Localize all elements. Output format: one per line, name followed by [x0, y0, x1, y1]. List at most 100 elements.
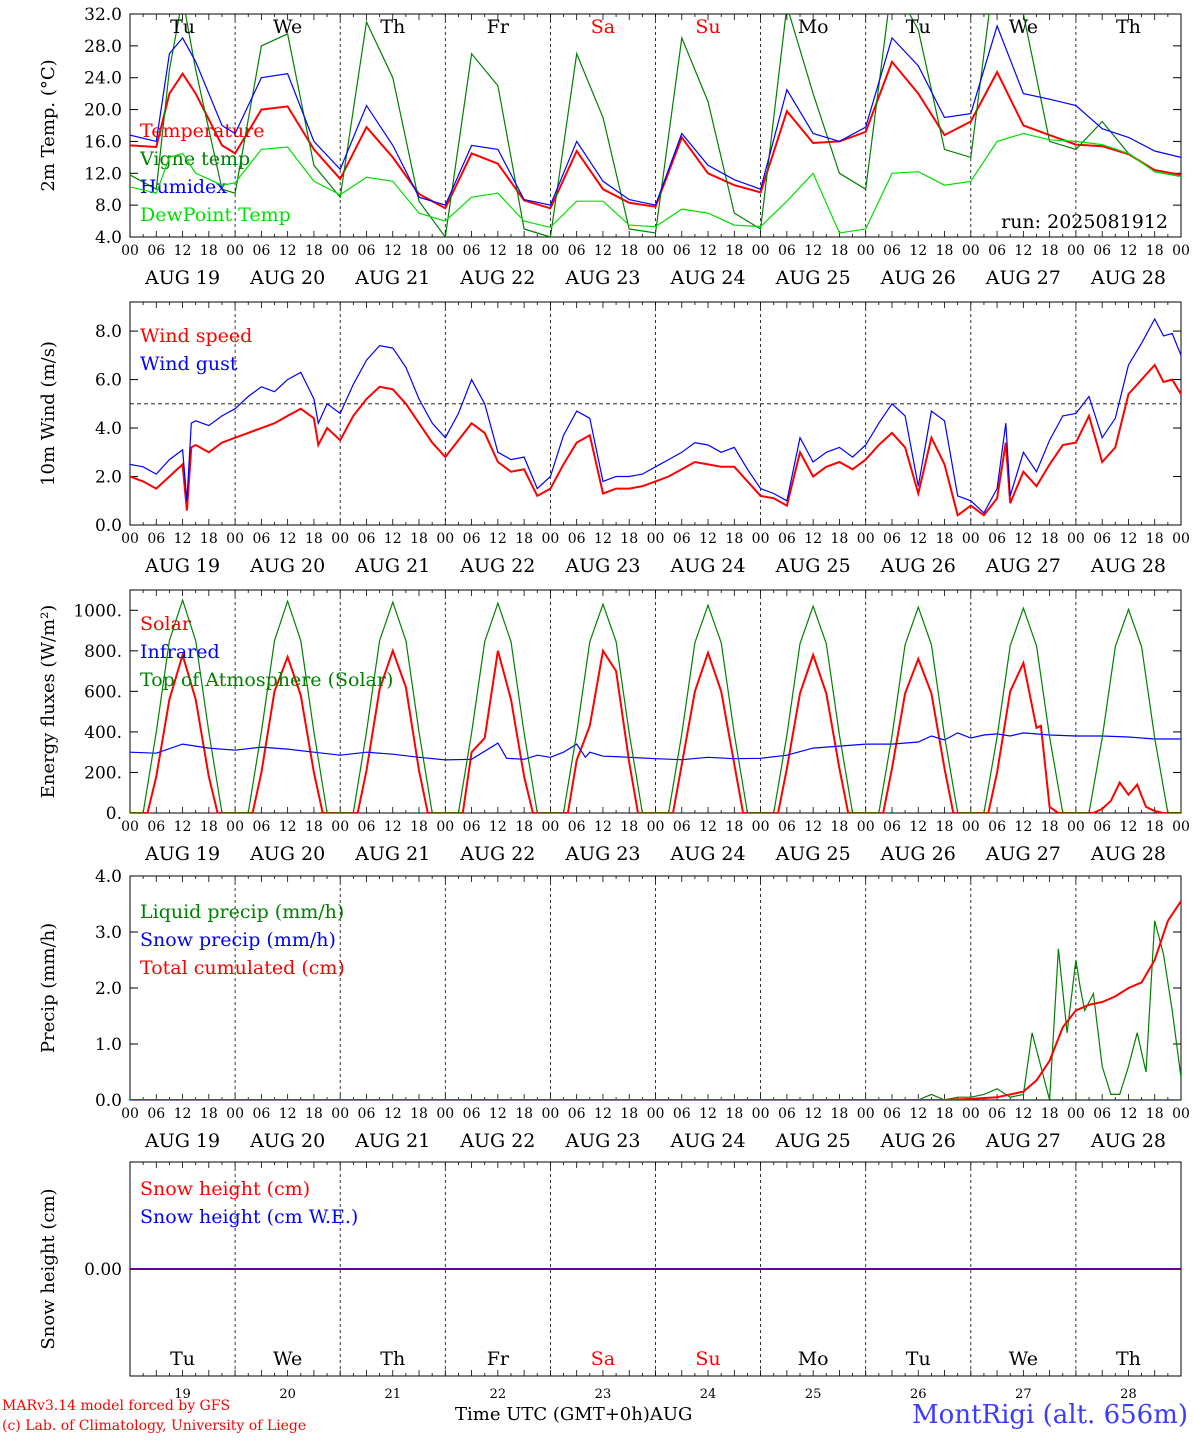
- x-hour-tick-label: 18: [200, 1106, 218, 1122]
- x-axis-title-text: Time UTC (GMT+0h): [455, 1404, 650, 1425]
- series-line-wind-gust: [130, 317, 1181, 514]
- x-hour-tick-label: 06: [252, 243, 270, 259]
- x-date-label: AUG 23: [564, 267, 640, 289]
- y-tick-label: 4.0: [95, 419, 122, 439]
- weekday-label: Mo: [798, 1348, 829, 1370]
- x-hour-tick-label: 18: [1146, 819, 1164, 835]
- x-hour-tick-label: 00: [647, 531, 665, 547]
- x-hour-tick-label: 00: [962, 819, 980, 835]
- x-hour-tick-label: 18: [410, 819, 428, 835]
- x-hour-tick-label: 06: [463, 531, 481, 547]
- x-hour-tick-label: 00: [331, 531, 349, 547]
- x-hour-tick-label: 18: [620, 819, 638, 835]
- y-tick-label: 28.0: [84, 37, 122, 57]
- x-hour-tick-label: 00: [1172, 1106, 1190, 1122]
- weekday-label: Fr: [487, 16, 510, 38]
- x-date-label: AUG 19: [144, 555, 220, 577]
- x-hour-tick-label: 00: [752, 819, 770, 835]
- x-hour-tick-label: 18: [725, 1106, 743, 1122]
- x-date-label: AUG 22: [459, 1130, 535, 1152]
- x-hour-tick-label: 00: [1172, 243, 1190, 259]
- day-number-label: 24: [700, 1387, 717, 1402]
- x-hour-tick-label: 12: [699, 243, 717, 259]
- weekday-label: Sa: [591, 1348, 615, 1370]
- day-number-label: 25: [805, 1387, 822, 1402]
- y-tick-label: 32.0: [84, 5, 122, 25]
- x-hour-tick-label: 00: [541, 1106, 559, 1122]
- series-line-dewpoint-temp: [130, 132, 1181, 234]
- day-number-label: 19: [174, 1387, 191, 1402]
- y-tick-label: 2.0: [95, 468, 122, 488]
- x-date-label: AUG 24: [669, 267, 745, 289]
- x-date-label: AUG 21: [354, 267, 430, 289]
- x-hour-tick-label: 00: [226, 819, 244, 835]
- x-hour-tick-label: 18: [1041, 819, 1059, 835]
- x-date-label: AUG 25: [775, 1130, 851, 1152]
- x-hour-tick-label: 00: [436, 819, 454, 835]
- x-hour-tick-label: 12: [699, 531, 717, 547]
- station-name: MontRigi (alt. 656m): [912, 1400, 1188, 1430]
- weekday-label: Th: [1116, 1348, 1141, 1370]
- weekday-label: We: [273, 1348, 302, 1370]
- y-tick-label: 8.0: [95, 196, 122, 216]
- x-date-label: AUG 28: [1090, 1130, 1166, 1152]
- series-line-liquid-precip-mm-h-: [130, 920, 1181, 1100]
- y-axis-label: Energy fluxes (W/m²): [38, 605, 59, 799]
- x-hour-tick-label: 18: [620, 243, 638, 259]
- x-hour-tick-label: 18: [936, 531, 954, 547]
- x-hour-tick-label: 06: [463, 819, 481, 835]
- legend-entry: Vigne temp: [139, 148, 250, 170]
- x-hour-tick-label: 06: [1093, 531, 1111, 547]
- x-hour-tick-label: 18: [515, 1106, 533, 1122]
- x-hour-tick-label: 00: [1067, 1106, 1085, 1122]
- y-tick-label: 200.: [84, 763, 122, 783]
- day-number-label: 27: [1015, 1387, 1032, 1402]
- x-hour-tick-label: 12: [804, 243, 822, 259]
- x-date-label: AUG 19: [144, 1130, 220, 1152]
- x-hour-tick-label: 00: [436, 531, 454, 547]
- x-hour-tick-label: 00: [647, 819, 665, 835]
- x-date-label: AUG 19: [144, 267, 220, 289]
- weekday-label: Sa: [591, 16, 615, 38]
- x-hour-tick-label: 18: [725, 819, 743, 835]
- x-hour-tick-label: 12: [699, 819, 717, 835]
- legend-entry: Snow precip (mm/h): [140, 929, 336, 951]
- x-hour-tick-label: 18: [200, 531, 218, 547]
- x-hour-tick-label: 00: [436, 1106, 454, 1122]
- y-tick-label: 400.: [84, 723, 122, 743]
- x-hour-tick-label: 00: [752, 531, 770, 547]
- x-hour-tick-label: 06: [883, 819, 901, 835]
- x-hour-tick-label: 18: [725, 243, 743, 259]
- lab-credit: (c) Lab. of Climatology, University of L…: [2, 1418, 307, 1434]
- legend-entry: Solar: [140, 613, 192, 635]
- x-hour-tick-label: 00: [121, 531, 139, 547]
- y-tick-label: 4.0: [95, 228, 122, 248]
- x-hour-tick-label: 12: [909, 1106, 927, 1122]
- x-hour-tick-label: 06: [463, 1106, 481, 1122]
- x-hour-tick-label: 00: [962, 531, 980, 547]
- x-hour-tick-label: 00: [1067, 531, 1085, 547]
- x-hour-tick-label: 06: [568, 243, 586, 259]
- x-hour-tick-label: 06: [1093, 1106, 1111, 1122]
- x-hour-tick-label: 12: [1120, 243, 1138, 259]
- y-tick-label: 1000.: [73, 601, 122, 621]
- x-date-label: AUG 22: [459, 267, 535, 289]
- x-date-label: AUG 23: [564, 555, 640, 577]
- x-hour-tick-label: 18: [200, 819, 218, 835]
- x-hour-tick-label: 12: [594, 243, 612, 259]
- x-hour-tick-label: 00: [226, 243, 244, 259]
- weekday-label: Th: [380, 16, 405, 38]
- x-hour-tick-label: 12: [804, 1106, 822, 1122]
- x-hour-tick-label: 18: [515, 819, 533, 835]
- x-hour-tick-label: 06: [673, 819, 691, 835]
- x-hour-tick-label: 00: [752, 1106, 770, 1122]
- legend-entry: Temperature: [140, 120, 264, 142]
- x-hour-tick-label: 12: [1014, 1106, 1032, 1122]
- series-line-temperature: [130, 59, 1181, 210]
- legend-entry: Snow height (cm): [140, 1178, 310, 1200]
- series-line-top-of-atmosphere-solar-: [130, 598, 1181, 813]
- x-hour-tick-label: 12: [699, 1106, 717, 1122]
- x-hour-tick-label: 06: [147, 1106, 165, 1122]
- weekday-label: Tu: [906, 16, 931, 38]
